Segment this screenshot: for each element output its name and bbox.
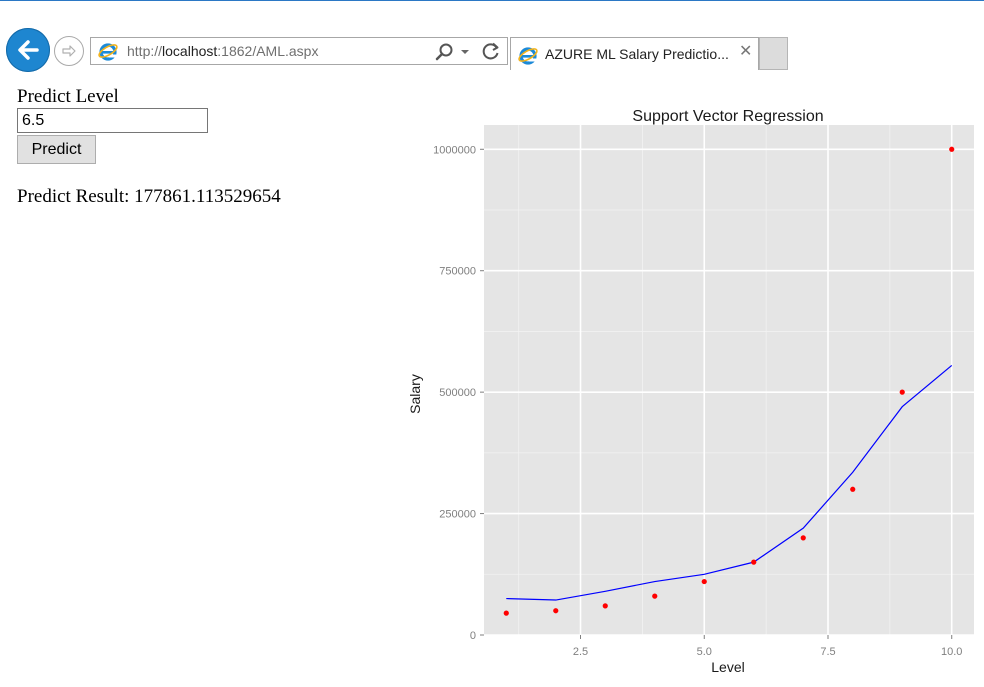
arrow-left-icon <box>18 40 39 60</box>
y-tick-label: 250000 <box>439 509 476 521</box>
x-tick-label: 5.0 <box>697 646 712 658</box>
chevron-down-icon[interactable] <box>460 49 470 55</box>
data-point <box>503 610 509 616</box>
data-point <box>602 603 608 609</box>
browser-chrome: http://localhost:1862/AML.aspx AZURE ML … <box>0 0 984 74</box>
data-point <box>652 593 658 599</box>
data-point <box>751 559 757 565</box>
ie-logo-icon <box>98 43 118 61</box>
forward-button[interactable] <box>54 36 84 66</box>
data-point <box>850 486 856 492</box>
predict-level-label: Predict Level <box>17 86 119 107</box>
x-tick-label: 7.5 <box>820 646 835 658</box>
result-label: Predict Result: <box>17 186 135 207</box>
arrow-right-icon <box>62 45 76 57</box>
data-point <box>701 578 707 585</box>
url-text[interactable]: http://localhost:1862/AML.aspx <box>127 43 318 59</box>
predict-result: Predict Result: 177861.113529654 <box>17 186 281 208</box>
address-bar[interactable]: http://localhost:1862/AML.aspx <box>90 37 508 65</box>
plot-panel <box>484 125 974 635</box>
url-prefix: http:// <box>127 43 163 59</box>
data-point <box>800 535 806 541</box>
search-icon[interactable] <box>435 42 455 62</box>
result-value: 177861.113529654 <box>134 186 281 207</box>
y-tick-label: 1000000 <box>433 144 476 156</box>
ie-tab-icon <box>518 47 538 65</box>
x-tick-label: 10.0 <box>941 646 962 658</box>
x-axis-label: Level <box>711 659 744 675</box>
tab-title: AZURE ML Salary Predictio... <box>545 46 729 62</box>
url-host: localhost <box>162 43 218 59</box>
refresh-icon[interactable] <box>481 41 501 61</box>
chart-title: Support Vector Regression <box>632 108 823 125</box>
y-tick-label: 500000 <box>439 387 476 399</box>
predict-button[interactable]: Predict <box>17 135 96 164</box>
y-tick-label: 750000 <box>439 266 476 278</box>
close-tab-icon[interactable]: ✕ <box>739 43 753 60</box>
data-point <box>553 608 559 614</box>
back-button[interactable] <box>6 28 50 72</box>
browser-tab[interactable]: AZURE ML Salary Predictio... ✕ <box>510 37 759 70</box>
window-border <box>0 0 984 1</box>
regression-line <box>506 364 953 601</box>
data-point <box>899 389 905 395</box>
y-axis-label: Salary <box>407 374 423 414</box>
level-input[interactable] <box>17 108 208 133</box>
y-tick-label: 0 <box>470 630 476 642</box>
new-tab-button[interactable] <box>759 37 788 70</box>
data-point <box>949 146 955 152</box>
url-path: :1862/AML.aspx <box>217 43 319 59</box>
svr-chart: Support Vector Regression Level Salary 2… <box>407 108 974 675</box>
x-tick-label: 2.5 <box>573 646 588 658</box>
